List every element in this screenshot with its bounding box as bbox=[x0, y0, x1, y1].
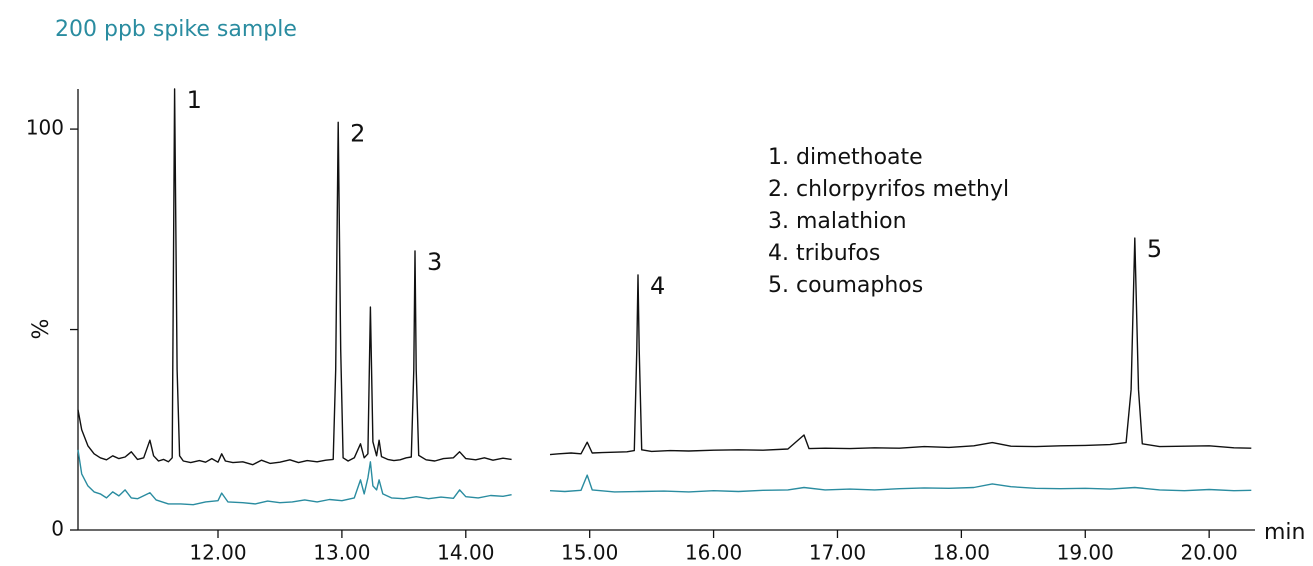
legend-entry: 2. chlorpyrifos methyl bbox=[768, 177, 1009, 202]
peak-label: 3 bbox=[427, 248, 442, 276]
x-tick-label: 20.00 bbox=[1181, 541, 1238, 565]
x-tick-label: 12.00 bbox=[189, 541, 246, 565]
legend-entry: 1. dimethoate bbox=[768, 145, 923, 170]
x-tick-label: 14.00 bbox=[437, 541, 494, 565]
trace bbox=[77, 449, 1252, 506]
y-tick-label: 100 bbox=[26, 116, 64, 140]
x-tick-label: 19.00 bbox=[1057, 541, 1114, 565]
peak-label: 5 bbox=[1147, 235, 1162, 263]
peak-label: 1 bbox=[187, 86, 202, 114]
legend-entry: 5. coumaphos bbox=[768, 273, 923, 298]
y-axis-label: % bbox=[29, 319, 54, 340]
trace bbox=[77, 88, 1252, 466]
peak-label: 4 bbox=[650, 272, 665, 300]
legend-entry: 3. malathion bbox=[768, 209, 907, 234]
x-tick-label: 17.00 bbox=[809, 541, 866, 565]
x-axis-label: min bbox=[1264, 520, 1306, 545]
x-tick-label: 16.00 bbox=[685, 541, 742, 565]
x-tick-label: 13.00 bbox=[313, 541, 370, 565]
x-tick-label: 18.00 bbox=[933, 541, 990, 565]
peak-label: 2 bbox=[350, 119, 365, 147]
legend-entry: 4. tribufos bbox=[768, 241, 880, 266]
y-tick-label: 0 bbox=[51, 517, 64, 541]
chart-title: 200 ppb spike sample bbox=[55, 17, 297, 42]
x-tick-label: 15.00 bbox=[561, 541, 618, 565]
